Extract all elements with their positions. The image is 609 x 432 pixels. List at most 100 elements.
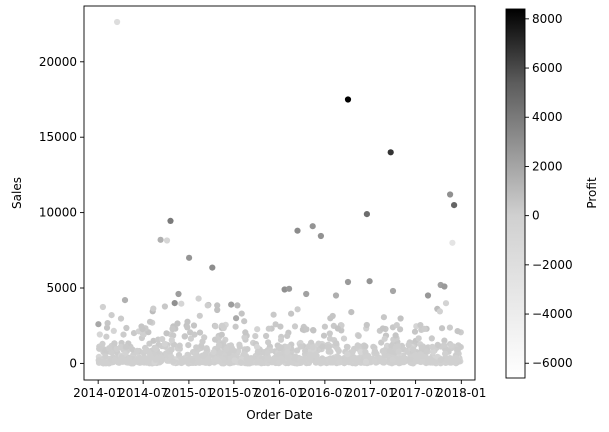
- scatter-point: [167, 217, 174, 224]
- scatter-point: [357, 349, 364, 356]
- x-tick-label: 2015-07: [209, 386, 259, 400]
- scatter-point: [284, 348, 291, 355]
- scatter-point: [421, 325, 428, 332]
- scatter-point: [285, 360, 292, 367]
- scatter-point: [389, 287, 397, 295]
- scatter-point: [187, 335, 194, 342]
- scatter-point: [333, 340, 340, 347]
- scatter-point: [447, 191, 454, 198]
- scatter-point: [366, 278, 373, 285]
- scatter-point: [238, 310, 245, 317]
- scatter-point: [362, 354, 369, 361]
- scatter-point: [170, 358, 177, 365]
- scatter-point: [186, 254, 193, 261]
- scatter-point: [110, 327, 117, 334]
- scatter-point: [405, 341, 412, 349]
- scatter-point: [158, 354, 165, 361]
- colorbar-tick-label: 8000: [532, 12, 563, 26]
- scatter-point: [234, 302, 241, 309]
- scatter-point: [348, 309, 355, 316]
- scatter-point: [310, 327, 317, 334]
- x-tick-label: 2016-07: [300, 386, 350, 400]
- scatter-point: [397, 315, 404, 322]
- scatter-point: [448, 359, 455, 366]
- scatter-point: [386, 347, 393, 354]
- scatter-point: [418, 345, 425, 352]
- scatter-point: [174, 320, 181, 327]
- scatter-point: [114, 18, 121, 26]
- scatter-point: [277, 323, 284, 330]
- scatter-point: [381, 335, 388, 342]
- scatter-point: [362, 348, 369, 355]
- scatter-point: [411, 328, 419, 335]
- scatter-point: [381, 352, 388, 359]
- scatter-point: [434, 341, 441, 348]
- scatter-point: [355, 332, 362, 339]
- scatter-point: [104, 320, 111, 327]
- scatter-point: [140, 331, 147, 338]
- x-tick-label: 2017-07: [391, 386, 441, 400]
- scatter-point: [302, 347, 309, 354]
- scatter-point: [312, 351, 319, 359]
- scatter-point: [424, 292, 432, 299]
- scatter-point: [371, 358, 378, 365]
- scatter-point: [189, 357, 196, 364]
- scatter-point: [225, 359, 232, 366]
- x-tick-label: 2016-01: [255, 386, 305, 400]
- scatter-point: [216, 349, 223, 356]
- scatter-point: [159, 336, 166, 343]
- scatter-point: [423, 348, 430, 355]
- scatter-point: [191, 331, 198, 338]
- scatter-point: [144, 355, 151, 362]
- scatter-point: [228, 345, 236, 352]
- scatter-point: [285, 344, 292, 351]
- scatter-point: [181, 333, 188, 340]
- scatter-point: [352, 356, 359, 363]
- scatter-point: [441, 337, 448, 344]
- scatter-point: [125, 356, 133, 363]
- scatter-point: [102, 353, 109, 360]
- scatter-point: [321, 359, 328, 366]
- scatter-point: [320, 332, 328, 339]
- scatter-point: [241, 318, 248, 325]
- scatter-point: [294, 306, 301, 313]
- scatter-point: [297, 343, 304, 350]
- scatter-point: [228, 301, 235, 308]
- x-tick-label: 2014-07: [118, 386, 168, 400]
- scatter-point: [395, 348, 402, 355]
- scatter-point: [134, 347, 141, 354]
- scatter-point: [270, 311, 277, 318]
- scatter-point: [210, 349, 217, 356]
- scatter-point: [393, 322, 400, 329]
- scatter-point: [96, 331, 103, 338]
- y-tick-label: 5000: [46, 281, 77, 295]
- scatter-point: [427, 355, 434, 362]
- scatter-point: [214, 306, 221, 314]
- scatter-point: [195, 295, 202, 302]
- scatter-point: [363, 321, 370, 329]
- scatter-point: [392, 332, 399, 339]
- scatter-point: [417, 322, 424, 329]
- colorbar-ticks: −6000 −4000 −2000 0 2000 4000 6000 8000: [525, 12, 573, 370]
- x-tick-label: 2017-01: [346, 386, 396, 400]
- scatter-point: [105, 345, 113, 352]
- scatter-point: [448, 342, 455, 349]
- scatter-point: [214, 302, 221, 309]
- scatter-point: [349, 348, 356, 355]
- scatter-point: [146, 318, 154, 325]
- scatter-point: [291, 355, 298, 362]
- scatter-point: [99, 340, 106, 347]
- scatter-point: [442, 300, 450, 307]
- scatter-point: [103, 324, 111, 331]
- scatter-point: [113, 345, 120, 352]
- scatter-point: [334, 346, 341, 353]
- scatter-point: [263, 332, 270, 340]
- scatter-point: [428, 335, 435, 342]
- scatter-point: [195, 358, 202, 365]
- scatter-point: [168, 337, 175, 344]
- scatter-point: [288, 310, 295, 317]
- scatter-point: [178, 300, 185, 307]
- scatter-point: [306, 356, 314, 363]
- scatter-point: [371, 347, 378, 355]
